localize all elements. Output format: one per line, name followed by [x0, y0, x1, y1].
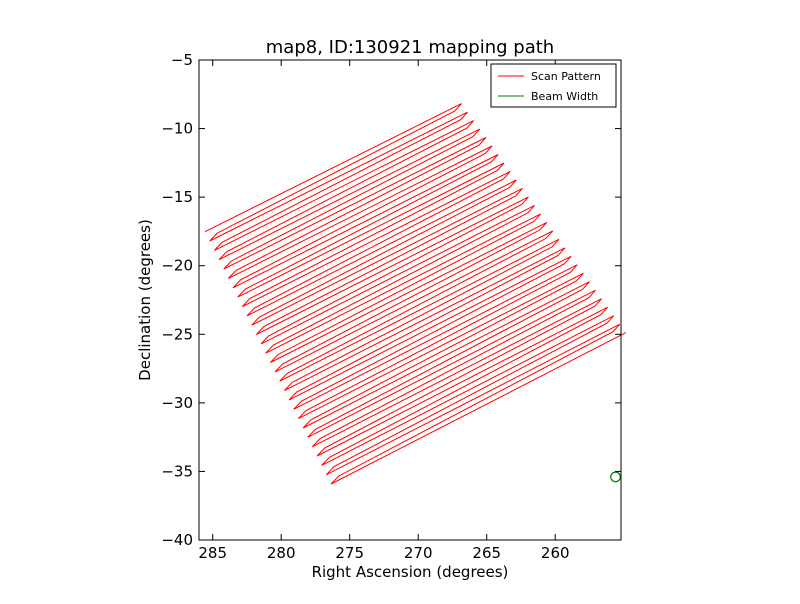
y-tick-label: −5: [171, 51, 193, 69]
y-tick-label: −30: [161, 394, 193, 412]
x-tick-label: 275: [335, 544, 364, 562]
axis-ticks: 285 280 275 270 265 260 −5 −10 −15 −20 −25 −30 −35 −4…: [161, 51, 621, 562]
y-axis-label: Declination (degrees): [136, 219, 154, 381]
y-tick-label: −10: [161, 120, 193, 138]
y-tick-label: −15: [161, 188, 193, 206]
x-tick-label: 280: [267, 544, 296, 562]
scan-pattern-line: [204, 103, 627, 485]
beam-width-circle: [610, 471, 621, 483]
legend-box: [490, 63, 617, 108]
legend: Scan Pattern Beam Width: [490, 63, 617, 108]
y-tick-label: −35: [161, 462, 193, 480]
chart-title: map8, ID:130921 mapping path: [266, 37, 554, 58]
plot-area: [204, 103, 627, 485]
x-tick-label: 270: [404, 544, 433, 562]
x-tick-label: 260: [541, 544, 570, 562]
x-axis-label: Right Ascension (degrees): [312, 563, 509, 581]
y-tick-label: −25: [161, 325, 193, 343]
x-tick-label: 285: [198, 544, 227, 562]
y-tick-label: −40: [161, 531, 193, 549]
legend-label-scan-pattern: Scan Pattern: [531, 70, 601, 83]
plot-frame: [198, 59, 622, 541]
legend-label-beam-width: Beam Width: [531, 90, 598, 103]
x-tick-label: 265: [472, 544, 501, 562]
y-tick-label: −20: [161, 257, 193, 275]
